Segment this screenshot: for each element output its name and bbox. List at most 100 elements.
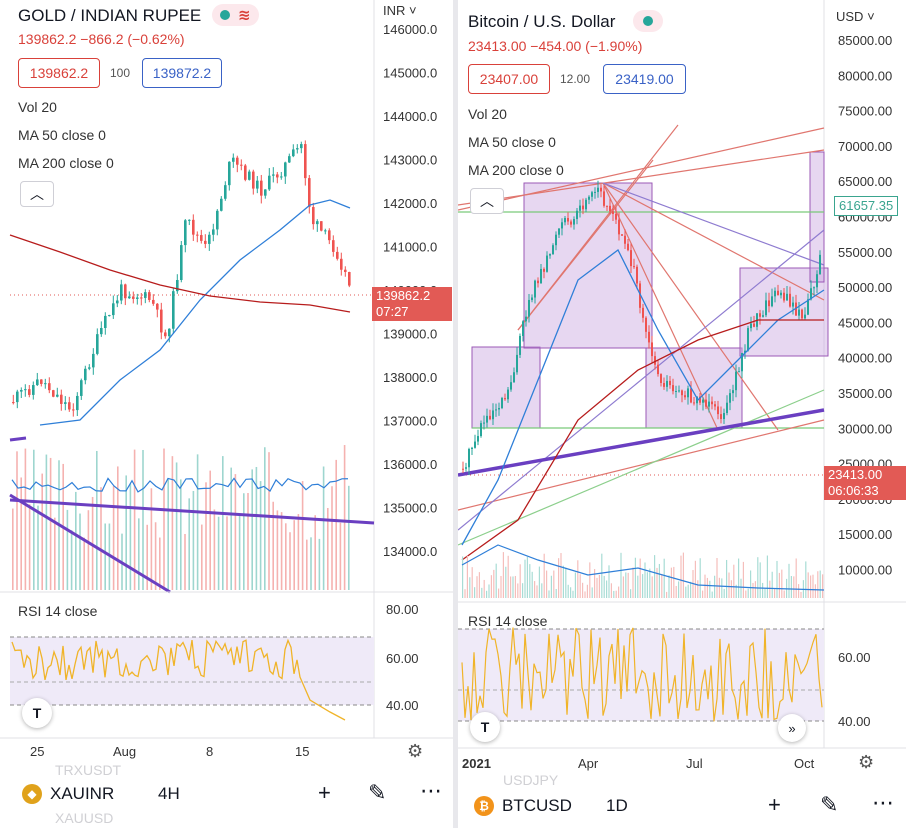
candle-body	[340, 258, 343, 270]
bar-countdown: 07:27	[376, 304, 409, 319]
candle-body	[807, 299, 809, 315]
volume-bar	[781, 569, 783, 598]
candle-body	[172, 291, 175, 329]
rsi-label[interactable]: RSI 14 close	[18, 603, 98, 619]
volume-bar	[627, 572, 629, 598]
candle-body	[252, 171, 255, 189]
candle-body	[768, 300, 770, 307]
candle-body	[276, 174, 279, 178]
candle-body	[735, 371, 737, 391]
indicator-ma50[interactable]: MA 50 close 0	[18, 127, 106, 143]
price-change: 139862.2 −866.2 (−0.62%)	[18, 31, 185, 47]
plus-icon[interactable]: +	[768, 792, 781, 817]
volume-bar	[138, 518, 140, 590]
candle-body	[552, 245, 554, 255]
volume-bar	[632, 567, 634, 598]
volume-bar	[483, 579, 485, 598]
bitcoin-chart-canvas[interactable]: 85000.00 80000.00 75000.00 70000.00 65000.00…	[458, 0, 906, 828]
candle-body	[244, 165, 247, 180]
price-axis-tick: 142000.0	[383, 196, 437, 211]
candle-body	[116, 300, 119, 304]
indicator-ma200[interactable]: MA 200 close 0	[468, 162, 564, 178]
bitcoin-icon: ₿	[474, 796, 494, 816]
volume-bar	[778, 572, 780, 598]
rsi-label[interactable]: RSI 14 close	[468, 613, 548, 629]
rsi-axis-tick: 40.00	[386, 698, 419, 713]
volume-bar	[637, 575, 639, 598]
volume-bar	[104, 523, 106, 590]
candle-body	[216, 210, 219, 230]
price-axis-tick: 137000.0	[383, 414, 437, 429]
symbol-selector[interactable]: ◆ XAUINR	[22, 784, 114, 804]
gold-chart-panel[interactable]: 146000.0 145000.0 144000.0 143000.0 142000.0…	[0, 0, 453, 828]
chevron-down-icon: ˅	[409, 3, 417, 18]
gear-icon[interactable]: ⚙	[858, 752, 875, 772]
price-axis-tick: 135000.0	[383, 501, 437, 516]
volume-bar	[546, 570, 548, 598]
symbol-title[interactable]: Bitcoin / U.S. Dollar	[468, 12, 616, 31]
symbol-selector[interactable]: ₿ BTCUSD	[474, 796, 572, 816]
market-status-pill[interactable]: ≋	[212, 4, 259, 26]
indicator-volume[interactable]: Vol 20	[468, 106, 507, 122]
indicator-ma200[interactable]: MA 200 close 0	[18, 155, 114, 171]
tradingview-logo-icon[interactable]: T	[470, 712, 500, 742]
pen-icon[interactable]: ✎	[368, 780, 387, 805]
currency-selector[interactable]: INR ˅	[383, 3, 417, 18]
symbol-title[interactable]: GOLD / INDIAN RUPEE	[18, 6, 202, 25]
candle-body	[28, 389, 31, 395]
candle-body	[783, 292, 785, 301]
candle-body	[522, 321, 524, 336]
pen-icon[interactable]: ✎	[820, 792, 839, 817]
volume-bar	[180, 479, 182, 590]
buy-price-button[interactable]: 139872.2	[142, 58, 222, 88]
chevron-up-icon[interactable]: ︿	[20, 181, 54, 207]
sell-price-button[interactable]: 23407.00	[468, 64, 550, 94]
bitcoin-chart-panel[interactable]: 85000.00 80000.00 75000.00 70000.00 65000.00…	[458, 0, 906, 828]
gear-icon[interactable]: ⚙	[407, 741, 424, 761]
plus-icon[interactable]: +	[318, 780, 331, 805]
more-icon[interactable]: ⋯	[420, 778, 442, 803]
volume-bar	[495, 563, 497, 598]
volume-bar	[812, 574, 814, 598]
volume-bar	[687, 584, 689, 598]
buy-price-button[interactable]: 23419.00	[603, 64, 686, 94]
more-icon[interactable]: ⋯	[872, 790, 894, 815]
volume-bar	[603, 575, 605, 598]
currency-selector[interactable]: USD ˅	[836, 9, 875, 24]
ghost-symbol-top: TRXUSDT	[55, 762, 122, 778]
sell-price-button[interactable]: 139862.2	[18, 58, 100, 88]
volume-bar	[276, 510, 279, 590]
volume-bar	[146, 524, 148, 590]
timeframe-selector[interactable]: 1D	[606, 796, 628, 815]
indicator-ma50[interactable]: MA 50 close 0	[468, 134, 556, 150]
candle-body	[621, 234, 623, 236]
chevron-up-icon[interactable]: ︿	[470, 188, 504, 214]
volume-bar	[646, 572, 648, 598]
candle-body	[573, 219, 575, 225]
volume-bar	[335, 459, 337, 590]
fan-line	[458, 419, 825, 511]
volume-bar	[154, 522, 157, 590]
tradingview-logo-icon[interactable]: T	[22, 698, 52, 728]
gold-chart-canvas[interactable]: 146000.0 145000.0 144000.0 143000.0 142000.0…	[0, 0, 453, 828]
volume-bar	[343, 445, 346, 590]
volume-bar	[766, 555, 768, 598]
candle-body	[480, 423, 482, 437]
volume-bar	[205, 482, 207, 590]
candle-body	[72, 409, 75, 411]
timeframe-selector[interactable]: 4H	[158, 784, 180, 803]
candle-body	[555, 234, 557, 246]
candle-body	[507, 389, 509, 400]
volume-bar	[618, 586, 620, 598]
candle-body	[642, 307, 644, 318]
volume-bar	[740, 578, 742, 598]
price-axis-tick: 15000.00	[838, 527, 892, 542]
candle-body	[188, 219, 191, 221]
ghost-symbol-top: USDJPY	[503, 772, 559, 788]
candle-body	[40, 379, 43, 384]
fast-forward-icon[interactable]: »	[778, 714, 806, 742]
candle-body	[477, 436, 479, 442]
candle-body	[495, 409, 497, 411]
market-status-pill[interactable]	[633, 10, 663, 32]
indicator-volume[interactable]: Vol 20	[18, 99, 57, 115]
